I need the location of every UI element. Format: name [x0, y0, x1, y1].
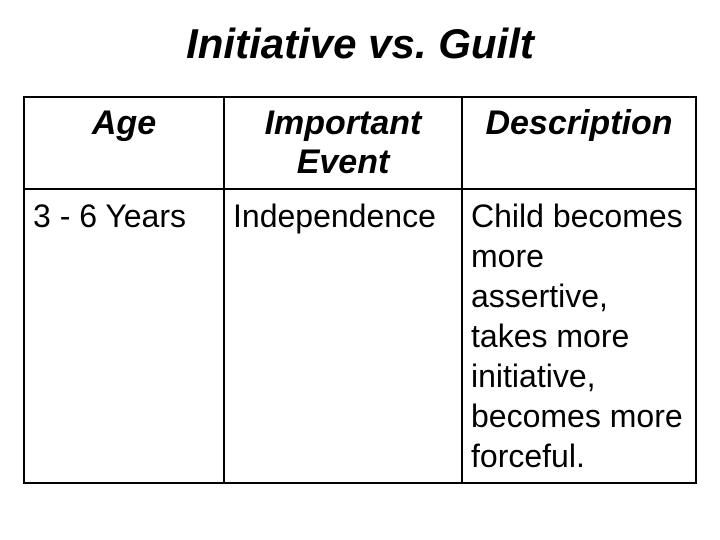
col-header-description: Description — [462, 97, 696, 189]
cell-event: Independence — [224, 189, 462, 483]
cell-description: Child becomes more assertive, takes more… — [462, 189, 696, 483]
cell-age: 3 - 6 Years — [24, 189, 224, 483]
col-header-age: Age — [24, 97, 224, 189]
col-header-event: Important Event — [224, 97, 462, 189]
page-title: Initiative vs. Guilt — [20, 20, 700, 68]
table-row: 3 - 6 Years Independence Child becomes m… — [24, 189, 696, 483]
table-header-row: Age Important Event Description — [24, 97, 696, 189]
stage-table: Age Important Event Description 3 - 6 Ye… — [23, 96, 697, 484]
